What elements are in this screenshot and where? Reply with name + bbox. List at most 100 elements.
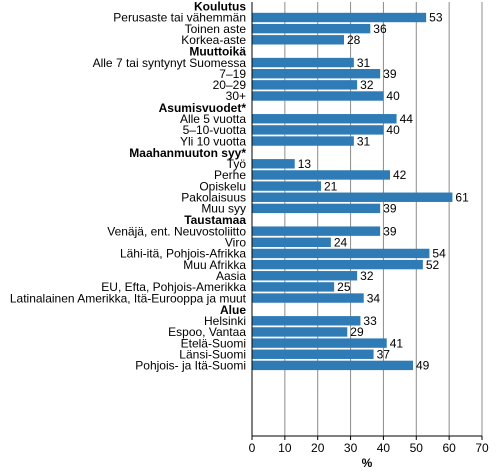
value-label-4-3: 52 bbox=[426, 258, 440, 272]
category-label-2-0: Alle 5 vuotta bbox=[180, 112, 246, 126]
x-tick-label-5: 50 bbox=[410, 441, 424, 455]
group-title-1: Muuttoikä bbox=[189, 45, 246, 59]
value-label-3-0: 13 bbox=[298, 157, 312, 171]
value-label-4-4: 32 bbox=[360, 269, 374, 283]
bar-4-5 bbox=[252, 282, 335, 292]
value-label-3-1: 42 bbox=[393, 168, 407, 182]
category-label-5-2: Etelä-Suomi bbox=[181, 336, 246, 350]
value-label-2-1: 40 bbox=[386, 123, 400, 137]
value-label-5-1: 29 bbox=[350, 325, 364, 339]
x-axis: 0 10 20 30 40 50 60 70 bbox=[249, 2, 489, 455]
category-label-5-1: Espoo, Vantaa bbox=[168, 325, 246, 339]
category-label-1-2: 20–29 bbox=[213, 78, 247, 92]
value-label-1-2: 32 bbox=[360, 78, 374, 92]
bar-4-6 bbox=[252, 293, 364, 303]
value-label-3-4: 39 bbox=[383, 202, 397, 216]
bar-5-2 bbox=[252, 338, 387, 348]
x-tick-label-3: 30 bbox=[344, 441, 358, 455]
category-label-0-0: Perusaste tai vähemmän bbox=[113, 11, 246, 25]
bar-5-4 bbox=[252, 360, 413, 371]
category-label-3-0: Työ bbox=[227, 157, 247, 171]
group-title-0: Koulutus bbox=[194, 0, 246, 14]
value-label-0-0: 53 bbox=[429, 11, 443, 25]
bar-2-0 bbox=[252, 114, 397, 124]
x-tick-label-2: 20 bbox=[311, 441, 325, 455]
value-label-1-3: 40 bbox=[386, 89, 400, 103]
category-label-2-2: Yli 10 vuotta bbox=[180, 134, 246, 148]
category-label-4-5: EU, Efta, Pohjois-Amerikka bbox=[101, 280, 246, 294]
value-label-2-2: 31 bbox=[357, 134, 371, 148]
value-label-5-0: 33 bbox=[363, 314, 377, 328]
bar-1-3 bbox=[252, 91, 384, 101]
category-label-5-4: Pohjois- ja Itä-Suomi bbox=[135, 359, 246, 373]
bar-5-3 bbox=[252, 349, 374, 359]
category-label-1-0: Alle 7 tai syntynyt Suomessa bbox=[93, 56, 247, 70]
value-label-3-2: 21 bbox=[324, 179, 338, 193]
value-label-4-1: 24 bbox=[334, 236, 348, 250]
bar-3-1 bbox=[252, 170, 390, 180]
bar-4-2 bbox=[252, 248, 430, 259]
category-label-5-0: Helsinki bbox=[204, 314, 246, 328]
bar-3-0 bbox=[252, 159, 295, 169]
value-label-4-5: 25 bbox=[337, 280, 351, 294]
category-label-3-1: Perhe bbox=[214, 168, 246, 182]
group-title-2: Asumisvuodet* bbox=[159, 101, 247, 115]
bar-4-1 bbox=[252, 237, 331, 247]
bar-3-4 bbox=[252, 203, 381, 214]
bar-1-2 bbox=[252, 80, 358, 90]
category-label-5-3: Länsi-Suomi bbox=[179, 347, 246, 361]
x-tick-label-0: 0 bbox=[249, 441, 256, 455]
bar-2-2 bbox=[252, 136, 354, 146]
value-label-1-1: 39 bbox=[383, 67, 397, 81]
category-label-0-1: Toinen aste bbox=[185, 22, 247, 36]
category-label-3-3: Pakolaisuus bbox=[181, 190, 246, 204]
value-label-4-0: 39 bbox=[383, 224, 397, 238]
bar-0-2 bbox=[252, 35, 344, 45]
value-label-4-2: 54 bbox=[432, 247, 446, 261]
category-label-4-6: Latinalainen Amerikka, Itä-Eurooppa ja m… bbox=[10, 291, 247, 305]
group-title-5: Alue bbox=[220, 303, 246, 317]
bar-3-2 bbox=[252, 181, 321, 191]
category-label-4-4: Aasia bbox=[216, 269, 246, 283]
bar-4-0 bbox=[252, 226, 381, 236]
value-label-5-4: 49 bbox=[416, 359, 430, 373]
value-label-1-0: 31 bbox=[357, 56, 371, 70]
bar-0-1 bbox=[252, 23, 371, 34]
category-label-4-3: Muu Afrikka bbox=[183, 258, 246, 272]
category-label-3-2: Opiskelu bbox=[199, 179, 246, 193]
x-tick-label-4: 40 bbox=[377, 441, 391, 455]
category-label-4-2: Lähi-itä, Pohjois-Afrikka bbox=[120, 247, 246, 261]
value-label-0-1: 36 bbox=[373, 22, 387, 36]
category-label-1-1: 7–19 bbox=[219, 67, 246, 81]
bar-4-3 bbox=[252, 259, 423, 270]
group-title-3: Maahanmuuton syy* bbox=[129, 146, 246, 160]
x-tick-label-1: 10 bbox=[278, 441, 292, 455]
bars bbox=[252, 12, 453, 371]
category-label-1-3: 30+ bbox=[226, 89, 246, 103]
category-label-4-1: Viro bbox=[225, 236, 246, 250]
category-label-4-0: Venäjä, ent. Neuvostoliitto bbox=[107, 224, 246, 238]
bar-3-3 bbox=[252, 192, 453, 202]
category-label-0-2: Korkea-aste bbox=[181, 33, 246, 47]
group-title-4: Taustamaa bbox=[184, 213, 246, 227]
value-label-2-0: 44 bbox=[400, 112, 414, 126]
value-label-5-2: 41 bbox=[390, 336, 404, 350]
value-label-0-2: 28 bbox=[347, 33, 361, 47]
bar-5-1 bbox=[252, 327, 348, 337]
x-axis-label: % bbox=[362, 456, 373, 470]
bar-0-0 bbox=[252, 12, 427, 23]
x-tick-label-7: 70 bbox=[475, 441, 489, 455]
value-label-5-3: 37 bbox=[377, 347, 391, 361]
category-label-3-4: Muu syy bbox=[201, 202, 246, 216]
bar-4-4 bbox=[252, 271, 358, 281]
bar-5-0 bbox=[252, 316, 361, 326]
bar-2-1 bbox=[252, 125, 384, 135]
x-tick-label-6: 60 bbox=[442, 441, 456, 455]
value-label-4-6: 34 bbox=[367, 291, 381, 305]
category-label-2-1: 5–10-vuotta bbox=[183, 123, 247, 137]
value-label-3-3: 61 bbox=[455, 190, 469, 204]
bar-1-0 bbox=[252, 57, 354, 68]
bar-1-1 bbox=[252, 69, 381, 79]
